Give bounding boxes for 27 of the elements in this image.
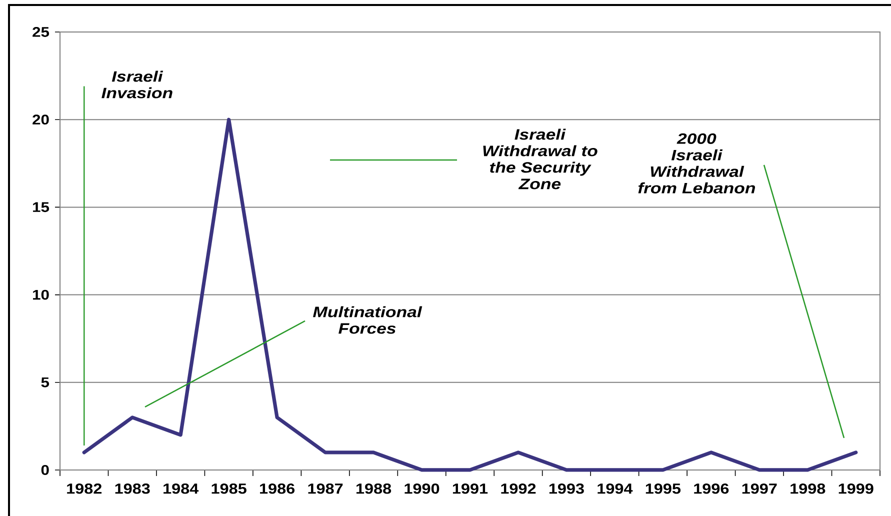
x-tick-label: 1998	[790, 484, 826, 494]
x-tick-label: 1991	[452, 484, 488, 494]
x-tick-label: 1996	[694, 484, 729, 494]
x-tick-label: 1988	[356, 484, 392, 494]
x-tick-label: 1986	[260, 484, 295, 494]
annotation: Multinational Forces	[313, 306, 422, 334]
x-tick-label: 1984	[164, 484, 199, 494]
x-tick-label: 1999	[838, 484, 874, 494]
x-tick-label: 1985	[212, 484, 246, 494]
x-tick-label: 1993	[549, 484, 584, 494]
y-tick-label: 10	[33, 290, 49, 300]
y-tick-label: 25	[32, 27, 50, 37]
annotation: Israeli Invasion	[102, 70, 172, 98]
x-tick-label: 1983	[115, 484, 150, 494]
x-tick-label: 1987	[308, 484, 343, 494]
x-tick-label: 1997	[742, 484, 777, 494]
x-tick-label: 1995	[646, 484, 681, 494]
x-tick-label: 1990	[404, 484, 440, 494]
x-tick-label: 1982	[67, 484, 102, 494]
y-tick-label: 15	[33, 202, 50, 212]
y-tick-label: 20	[32, 114, 49, 125]
x-tick-label: 1994	[598, 484, 633, 494]
annotation: Israeli Withdrawal to the Security Zone	[483, 128, 598, 190]
y-tick-label: 5	[41, 378, 50, 388]
y-tick-label: 0	[41, 465, 49, 475]
annotation: 2000 Israeli Withdrawal from Lebanon	[638, 133, 755, 194]
x-tick-label: 1992	[501, 484, 536, 494]
